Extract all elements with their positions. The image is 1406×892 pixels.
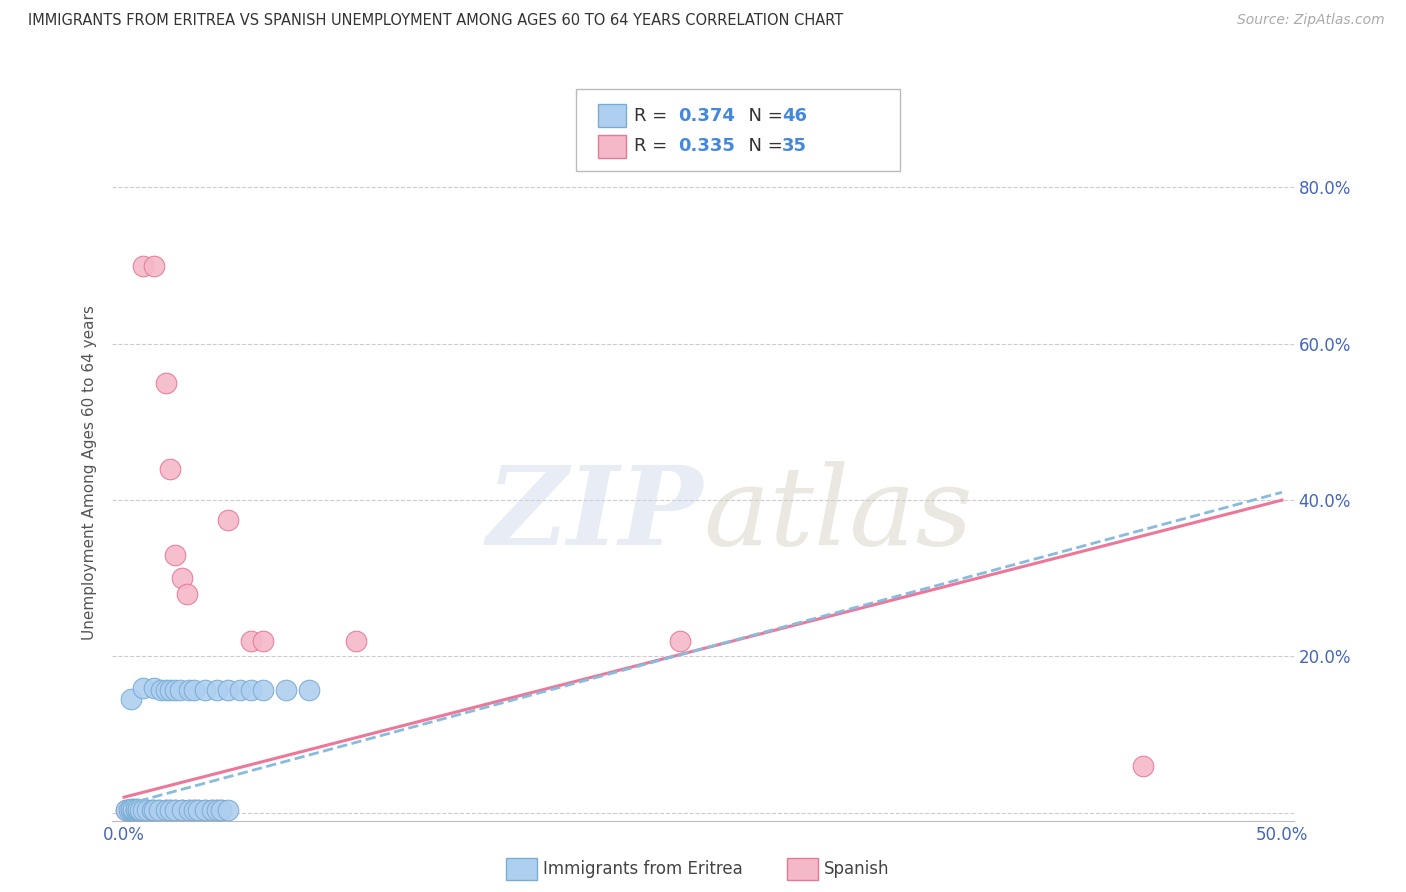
Point <box>148 804 170 818</box>
Point <box>205 804 228 818</box>
Text: 0.335: 0.335 <box>678 137 734 155</box>
Text: Source: ZipAtlas.com: Source: ZipAtlas.com <box>1237 13 1385 28</box>
Point <box>122 804 145 818</box>
Point <box>155 376 177 390</box>
Point <box>183 683 205 698</box>
Text: IMMIGRANTS FROM ERITREA VS SPANISH UNEMPLOYMENT AMONG AGES 60 TO 64 YEARS CORREL: IMMIGRANTS FROM ERITREA VS SPANISH UNEMP… <box>28 13 844 29</box>
Point <box>155 804 177 818</box>
Point <box>127 804 149 818</box>
Point <box>141 804 163 818</box>
Point <box>187 804 209 818</box>
Y-axis label: Unemployment Among Ages 60 to 64 years: Unemployment Among Ages 60 to 64 years <box>82 305 97 640</box>
Point <box>183 804 205 818</box>
Point <box>136 804 159 818</box>
Point <box>115 804 138 818</box>
Point <box>129 804 152 818</box>
Point <box>120 802 142 816</box>
Point <box>143 804 166 818</box>
Point <box>217 804 239 818</box>
Point <box>177 804 200 818</box>
Text: ZIP: ZIP <box>486 461 703 568</box>
Text: 0.374: 0.374 <box>678 107 734 125</box>
Point <box>143 259 166 273</box>
Point <box>177 683 200 698</box>
Point <box>115 804 138 818</box>
Point <box>217 513 239 527</box>
Point <box>209 804 232 818</box>
Text: Immigrants from Eritrea: Immigrants from Eritrea <box>543 860 742 878</box>
Point <box>169 683 191 698</box>
Point <box>194 804 217 818</box>
Point <box>159 804 181 818</box>
Point <box>177 804 200 818</box>
Point <box>170 804 193 818</box>
Point <box>205 804 228 818</box>
Text: 46: 46 <box>782 107 807 125</box>
Point <box>120 804 142 818</box>
Point <box>201 804 224 818</box>
Point <box>217 683 239 698</box>
Point <box>155 683 177 698</box>
Text: Spanish: Spanish <box>824 860 890 878</box>
Point <box>118 804 141 818</box>
Point <box>201 804 224 818</box>
Point <box>124 802 146 816</box>
Point <box>205 683 228 698</box>
Point <box>148 804 170 818</box>
Point <box>141 804 163 818</box>
Point <box>170 571 193 585</box>
Point <box>120 692 142 706</box>
Point <box>163 548 186 562</box>
Point <box>240 633 263 648</box>
Text: N =: N = <box>737 137 789 155</box>
Point <box>298 683 321 698</box>
Point <box>159 804 181 818</box>
Point <box>194 804 217 818</box>
Point <box>240 683 263 698</box>
Point <box>276 683 298 698</box>
Point <box>159 683 181 698</box>
Point <box>124 804 146 818</box>
Point <box>122 804 145 818</box>
Text: R =: R = <box>634 137 673 155</box>
Point <box>120 804 142 818</box>
Point <box>187 804 209 818</box>
Point <box>1132 759 1154 773</box>
Point <box>127 802 149 816</box>
Point <box>129 804 152 818</box>
Point <box>176 587 198 601</box>
Text: 35: 35 <box>782 137 807 155</box>
Point <box>669 633 692 648</box>
Point <box>229 683 252 698</box>
Point <box>150 683 173 698</box>
Point <box>194 683 217 698</box>
Point <box>252 633 274 648</box>
Point <box>131 681 153 695</box>
Point <box>344 633 367 648</box>
Point <box>124 804 146 818</box>
Point <box>131 804 153 818</box>
Text: R =: R = <box>634 107 673 125</box>
Point <box>163 683 186 698</box>
Point <box>131 259 153 273</box>
Point <box>118 804 141 818</box>
Point <box>170 804 193 818</box>
Text: N =: N = <box>737 107 789 125</box>
Point <box>143 681 166 695</box>
Point <box>131 804 153 818</box>
Point <box>136 804 159 818</box>
Point <box>209 804 232 818</box>
Point <box>127 804 149 818</box>
Point <box>163 804 186 818</box>
Point <box>252 683 274 698</box>
Point <box>122 802 145 816</box>
Point <box>183 804 205 818</box>
Point <box>159 462 181 476</box>
Point <box>155 804 177 818</box>
Point <box>163 804 186 818</box>
Text: atlas: atlas <box>703 461 973 568</box>
